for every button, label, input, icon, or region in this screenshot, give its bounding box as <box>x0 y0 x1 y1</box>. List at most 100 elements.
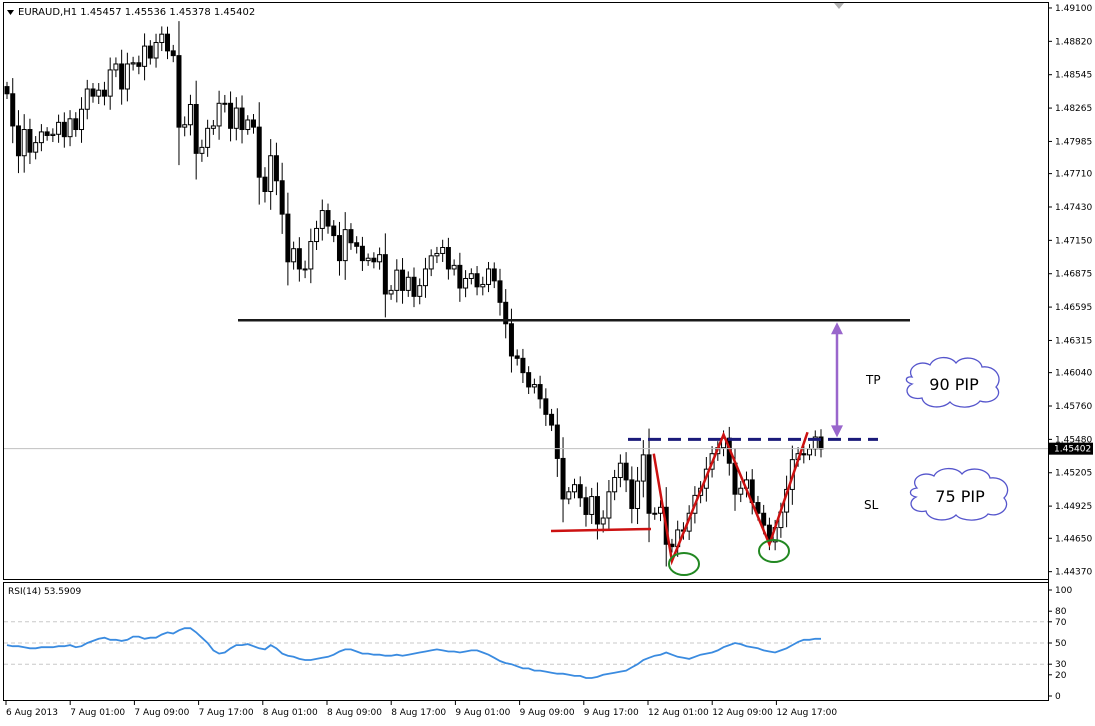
tp-cloud-shape <box>905 356 1000 408</box>
candle-bull <box>56 121 62 135</box>
candle-bull <box>463 277 469 289</box>
rsi-tick-label: 0 <box>1055 692 1061 702</box>
candle-bear <box>239 107 245 131</box>
tp-label: TP <box>865 373 881 387</box>
candle-bear <box>537 384 543 400</box>
candle-bear <box>549 413 555 426</box>
candle-bear <box>262 176 268 192</box>
candle-bear <box>165 33 171 52</box>
candle-bear <box>170 50 176 57</box>
rsi-tick-label: 50 <box>1055 639 1067 649</box>
tp-cloud: 90 PIP <box>905 356 1000 408</box>
rsi-tick-label: 30 <box>1055 660 1067 670</box>
candle-bear <box>176 55 182 128</box>
candle-bear <box>801 453 807 456</box>
price-tick-label: 1.47430 <box>1055 203 1092 213</box>
price-tick-label: 1.48265 <box>1055 104 1092 114</box>
sl-cloud-text: 75 PIP <box>935 487 985 506</box>
candle-bull <box>222 102 228 105</box>
candle-bull <box>606 491 612 519</box>
time-tick-label: 12 Aug 09:00 <box>712 708 773 718</box>
rsi-tick-label: 70 <box>1055 618 1067 628</box>
candle-bull <box>233 107 239 129</box>
candle-bull <box>394 269 400 291</box>
candle-bull <box>302 268 308 271</box>
current-price-box <box>1049 442 1093 455</box>
rsi-series-line <box>6 627 821 679</box>
price-tick-label: 1.48820 <box>1055 37 1092 47</box>
candle-bear <box>755 502 761 514</box>
candle-bull <box>96 89 102 97</box>
candle-bear <box>382 254 388 295</box>
candle-bull <box>434 252 440 257</box>
time-tick-label: 6 Aug 2013 <box>6 708 58 718</box>
candle-bull <box>268 155 274 192</box>
candle-bull <box>652 512 658 515</box>
candle-bull <box>216 102 222 127</box>
candle-bull <box>142 45 148 67</box>
candle-bull <box>342 229 348 262</box>
candle-bull <box>50 133 56 136</box>
candle-bear <box>371 257 377 263</box>
candle-bull <box>182 124 188 128</box>
candle-bear <box>543 398 549 415</box>
candle-bear <box>560 457 566 500</box>
candle-bear <box>400 269 406 291</box>
candle-bull <box>640 454 646 482</box>
candle-bear <box>256 126 262 178</box>
candle-bull <box>84 88 90 110</box>
candle-bull <box>79 108 85 131</box>
chart-header: EURAUD,H1 1.45457 1.45536 1.45378 1.4540… <box>18 7 255 18</box>
symbol-menu-icon[interactable] <box>7 10 14 15</box>
candle-bear <box>193 103 199 154</box>
price-panel-frame <box>3 2 1049 580</box>
candle-bear <box>61 121 67 138</box>
candle-bull <box>428 255 434 270</box>
price-tick-label: 1.44925 <box>1055 502 1092 512</box>
candle-bull <box>159 33 165 44</box>
chart-shift-marker-icon[interactable] <box>834 3 844 9</box>
rsi-title: RSI(14) 53.5909 <box>8 587 81 597</box>
candle-bear <box>336 235 342 262</box>
price-tick-label: 1.45480 <box>1055 435 1092 445</box>
price-tick-label: 1.44650 <box>1055 534 1092 544</box>
time-tick-label: 7 Aug 17:00 <box>199 708 254 718</box>
price-tick-label: 1.44370 <box>1055 568 1092 578</box>
candle-bull <box>589 496 595 515</box>
rsi-tick-label: 20 <box>1055 671 1067 681</box>
price-tick-label: 1.46875 <box>1055 270 1092 280</box>
candle-bull <box>319 210 325 229</box>
candle-bear <box>503 301 509 325</box>
candle-bull <box>572 484 578 493</box>
time-tick-label: 8 Aug 09:00 <box>327 708 382 718</box>
candle-bull <box>187 103 193 126</box>
candle-bull <box>377 254 383 263</box>
candle-bull <box>531 384 537 388</box>
candle-bear <box>44 131 50 136</box>
candle-bear <box>136 62 142 67</box>
candle-bull <box>365 257 371 262</box>
candle-bear <box>147 45 153 59</box>
price-tick-label: 1.47985 <box>1055 137 1092 147</box>
candle-bull <box>440 247 446 254</box>
current-price-label: 1.45402 <box>1054 445 1091 455</box>
time-tick-label: 9 Aug 17:00 <box>584 708 639 718</box>
candle-bear <box>279 180 285 215</box>
candle-bear <box>474 273 480 288</box>
price-tick-label: 1.49100 <box>1055 4 1092 14</box>
candle-bull <box>635 480 641 509</box>
candle-bull <box>113 63 119 71</box>
time-tick-label: 12 Aug 17:00 <box>776 708 837 718</box>
annotations: TP SL 90 PIP 75 PIP <box>238 318 1009 576</box>
time-tick-label: 12 Aug 01:00 <box>648 708 709 718</box>
price-tick-label: 1.45205 <box>1055 469 1092 479</box>
candle-bear <box>4 86 10 95</box>
candle-bull <box>807 448 813 456</box>
candle-bear <box>445 247 451 270</box>
candle-bear <box>273 155 279 182</box>
bottom-2-circle <box>758 539 790 563</box>
candle-bull <box>486 268 492 285</box>
